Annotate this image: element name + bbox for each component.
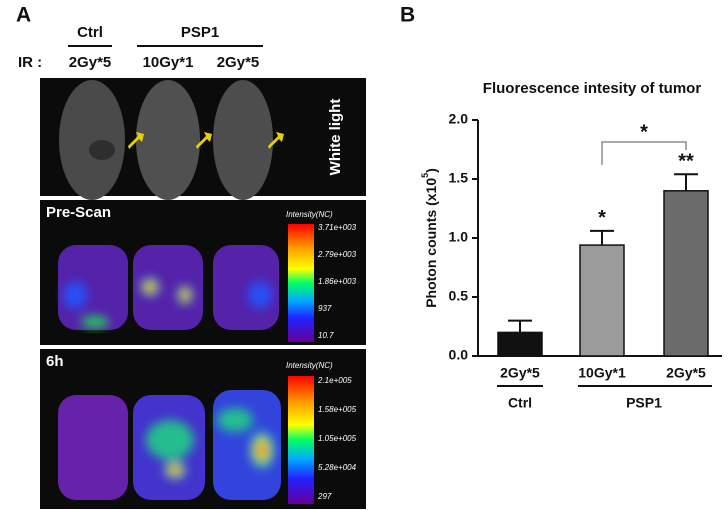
y-axis-label: Photon counts (x105): [420, 168, 438, 308]
scale-label: 10.7: [318, 331, 334, 340]
x-tick-label: 10Gy*1: [578, 365, 626, 381]
scale-label: 937: [318, 304, 332, 313]
row-label: White light: [327, 99, 344, 176]
white-light-image: [40, 78, 366, 200]
group-label: PSP1: [181, 24, 219, 41]
y-axis-label-text: Photon counts (x10: [423, 178, 439, 308]
scale-label: 297: [317, 492, 332, 501]
group-label: Ctrl: [508, 395, 532, 411]
bar: [497, 331, 543, 357]
column-label: 2Gy*5: [69, 54, 112, 71]
scale-label: 2.1e+005: [317, 376, 352, 385]
y-tick-label: 1.0: [449, 229, 469, 245]
chart-title: Fluorescence intesity of tumor: [483, 80, 702, 97]
panel-label: A: [16, 4, 31, 27]
x-tick-label: 2Gy*5: [500, 365, 540, 381]
x-tick-label: 2Gy*5: [666, 365, 706, 381]
scale-title: Intensity(NC): [286, 210, 333, 219]
scale-label: 1.05e+005: [318, 434, 357, 443]
y-tick-label: 0.5: [449, 288, 469, 304]
bar: [579, 244, 625, 357]
pre-scan-image: [40, 200, 366, 345]
six-hour-image: [40, 349, 366, 509]
scale-title: Intensity(NC): [286, 361, 333, 370]
scale-label: 1.58e+005: [318, 405, 357, 414]
scale-label: 5.28e+004: [318, 463, 357, 472]
scale-label: 2.79e+003: [317, 250, 357, 259]
panel-label: B: [400, 4, 415, 27]
group-label: Ctrl: [77, 24, 103, 41]
y-tick-label: 1.5: [449, 170, 469, 186]
scale-label: 1.86e+003: [318, 277, 357, 286]
scale-label: 3.71e+003: [318, 223, 357, 232]
significance-label: **: [678, 151, 694, 173]
comparison-bracket: [601, 141, 687, 165]
row-header: IR :: [18, 54, 42, 71]
y-tick-label: 0.0: [449, 347, 469, 363]
y-tick-label: 2.0: [449, 111, 469, 127]
bar: [663, 190, 709, 357]
row-label: Pre-Scan: [46, 204, 111, 221]
y-axis-label-end: ): [423, 168, 439, 173]
column-label: 10Gy*1: [143, 54, 194, 71]
group-label: PSP1: [626, 395, 662, 411]
significance-label: *: [598, 207, 606, 229]
row-label: 6h: [46, 353, 64, 370]
y-axis-label-exponent: 5: [420, 173, 430, 178]
column-label: 2Gy*5: [217, 54, 260, 71]
bracket-label: *: [640, 121, 648, 143]
